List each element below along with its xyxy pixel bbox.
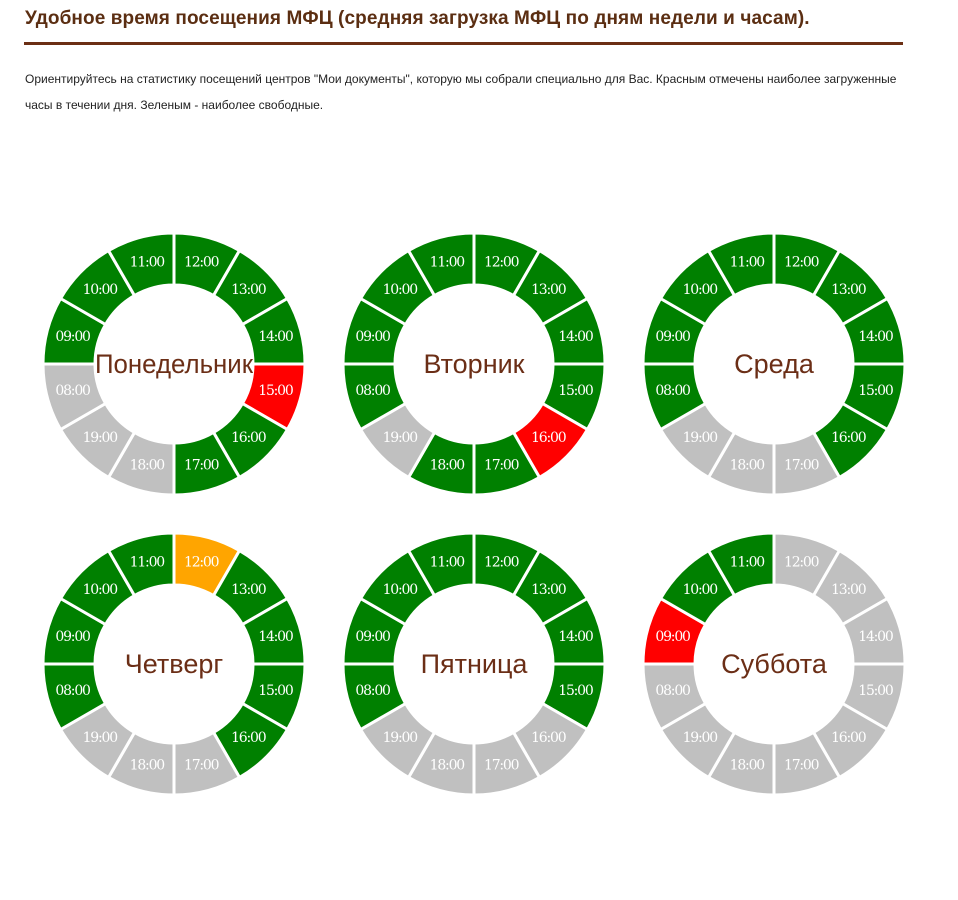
- title-divider: [24, 42, 903, 45]
- hour-label: 17:00: [484, 457, 519, 473]
- segment-1100: [706, 531, 776, 598]
- hour-label: 15:00: [258, 683, 293, 699]
- hour-label: 15:00: [858, 683, 893, 699]
- hour-label: 13:00: [531, 582, 566, 598]
- hour-label: 10:00: [683, 582, 718, 598]
- hour-label: 15:00: [558, 383, 593, 399]
- hour-label: 10:00: [683, 282, 718, 298]
- hour-label: 18:00: [430, 457, 465, 473]
- day-chart-1: 12:00 13:00 14:00 15:00 16:00 17:00 18:00 19:00…: [41, 231, 307, 497]
- hour-label: 17:00: [484, 757, 519, 773]
- hour-label: 12:00: [784, 255, 819, 271]
- hour-label: 17:00: [784, 757, 819, 773]
- day-chart-4: 12:00 13:00 14:00 15:00 16:00 17:00 18:00 19:00…: [41, 531, 307, 797]
- hour-label: 12:00: [784, 555, 819, 571]
- hour-label: 08:00: [355, 383, 390, 399]
- segment-1100: [706, 231, 776, 298]
- hour-label: 19:00: [683, 730, 718, 746]
- hour-label: 16:00: [831, 430, 866, 446]
- day-title: Четверг: [125, 649, 224, 679]
- hour-label: 08:00: [55, 383, 90, 399]
- hour-label: 12:00: [484, 255, 519, 271]
- hour-label: 10:00: [383, 282, 418, 298]
- hour-label: 19:00: [83, 430, 118, 446]
- day-title: Среда: [734, 349, 815, 379]
- hour-label: 13:00: [231, 582, 266, 598]
- hour-label: 09:00: [655, 329, 690, 345]
- hour-label: 19:00: [383, 430, 418, 446]
- hour-label: 19:00: [683, 430, 718, 446]
- hour-label: 17:00: [184, 757, 219, 773]
- day-chart-3: 12:00 13:00 14:00 15:00 16:00 17:00 18:00 19:00…: [641, 231, 907, 497]
- hour-label: 14:00: [558, 329, 593, 345]
- hour-label: 12:00: [184, 555, 219, 571]
- hour-label: 11:00: [430, 255, 465, 271]
- hour-label: 10:00: [83, 282, 118, 298]
- hour-label: 15:00: [558, 683, 593, 699]
- hour-label: 12:00: [484, 555, 519, 571]
- day-title: Понедельник: [95, 349, 253, 379]
- hour-label: 18:00: [730, 457, 765, 473]
- hour-label: 09:00: [355, 629, 390, 645]
- hour-label: 09:00: [55, 329, 90, 345]
- hour-label: 09:00: [655, 629, 690, 645]
- day-title: Вторник: [423, 349, 524, 379]
- hour-label: 15:00: [858, 383, 893, 399]
- hour-label: 18:00: [730, 757, 765, 773]
- hour-label: 19:00: [383, 730, 418, 746]
- hour-label: 16:00: [531, 730, 566, 746]
- hour-label: 16:00: [231, 430, 266, 446]
- hour-label: 14:00: [858, 629, 893, 645]
- intro-text: Ориентируйтесь на статистику посещений ц…: [25, 72, 897, 112]
- day-title: Пятница: [421, 649, 529, 679]
- hour-label: 11:00: [730, 555, 765, 571]
- hour-label: 10:00: [83, 582, 118, 598]
- hour-label: 15:00: [258, 383, 293, 399]
- hour-label: 09:00: [355, 329, 390, 345]
- segment-1100: [106, 531, 176, 598]
- hour-label: 12:00: [184, 255, 219, 271]
- hour-label: 16:00: [231, 730, 266, 746]
- hour-label: 11:00: [130, 255, 165, 271]
- hour-label: 13:00: [831, 582, 866, 598]
- hour-label: 14:00: [858, 329, 893, 345]
- hour-label: 16:00: [831, 730, 866, 746]
- hour-label: 10:00: [383, 582, 418, 598]
- hour-label: 13:00: [531, 282, 566, 298]
- hour-label: 11:00: [730, 255, 765, 271]
- segment-1100: [406, 231, 476, 298]
- segment-1100: [406, 531, 476, 598]
- hour-label: 19:00: [83, 730, 118, 746]
- hour-label: 08:00: [355, 683, 390, 699]
- hour-label: 14:00: [258, 329, 293, 345]
- hour-label: 14:00: [258, 629, 293, 645]
- hour-label: 08:00: [655, 683, 690, 699]
- hour-label: 09:00: [55, 629, 90, 645]
- hour-label: 18:00: [430, 757, 465, 773]
- hour-label: 08:00: [655, 383, 690, 399]
- hour-label: 13:00: [831, 282, 866, 298]
- day-chart-5: 12:00 13:00 14:00 15:00 16:00 17:00 18:00 19:00…: [341, 531, 607, 797]
- hour-label: 14:00: [558, 629, 593, 645]
- day-title: Суббота: [721, 649, 828, 679]
- segment-1100: [106, 231, 176, 298]
- hour-label: 17:00: [784, 457, 819, 473]
- day-chart-6: 12:00 13:00 14:00 15:00 16:00 17:00 18:00 19:00…: [641, 531, 907, 797]
- hour-label: 11:00: [430, 555, 465, 571]
- hour-label: 16:00: [531, 430, 566, 446]
- hour-label: 18:00: [130, 457, 165, 473]
- day-chart-2: 12:00 13:00 14:00 15:00 16:00 17:00 18:00 19:00…: [341, 231, 607, 497]
- page-title: Удобное время посещения МФЦ (средняя заг…: [25, 8, 810, 29]
- hour-label: 13:00: [231, 282, 266, 298]
- hour-label: 17:00: [184, 457, 219, 473]
- hour-label: 18:00: [130, 757, 165, 773]
- hour-label: 11:00: [130, 555, 165, 571]
- hour-label: 08:00: [55, 683, 90, 699]
